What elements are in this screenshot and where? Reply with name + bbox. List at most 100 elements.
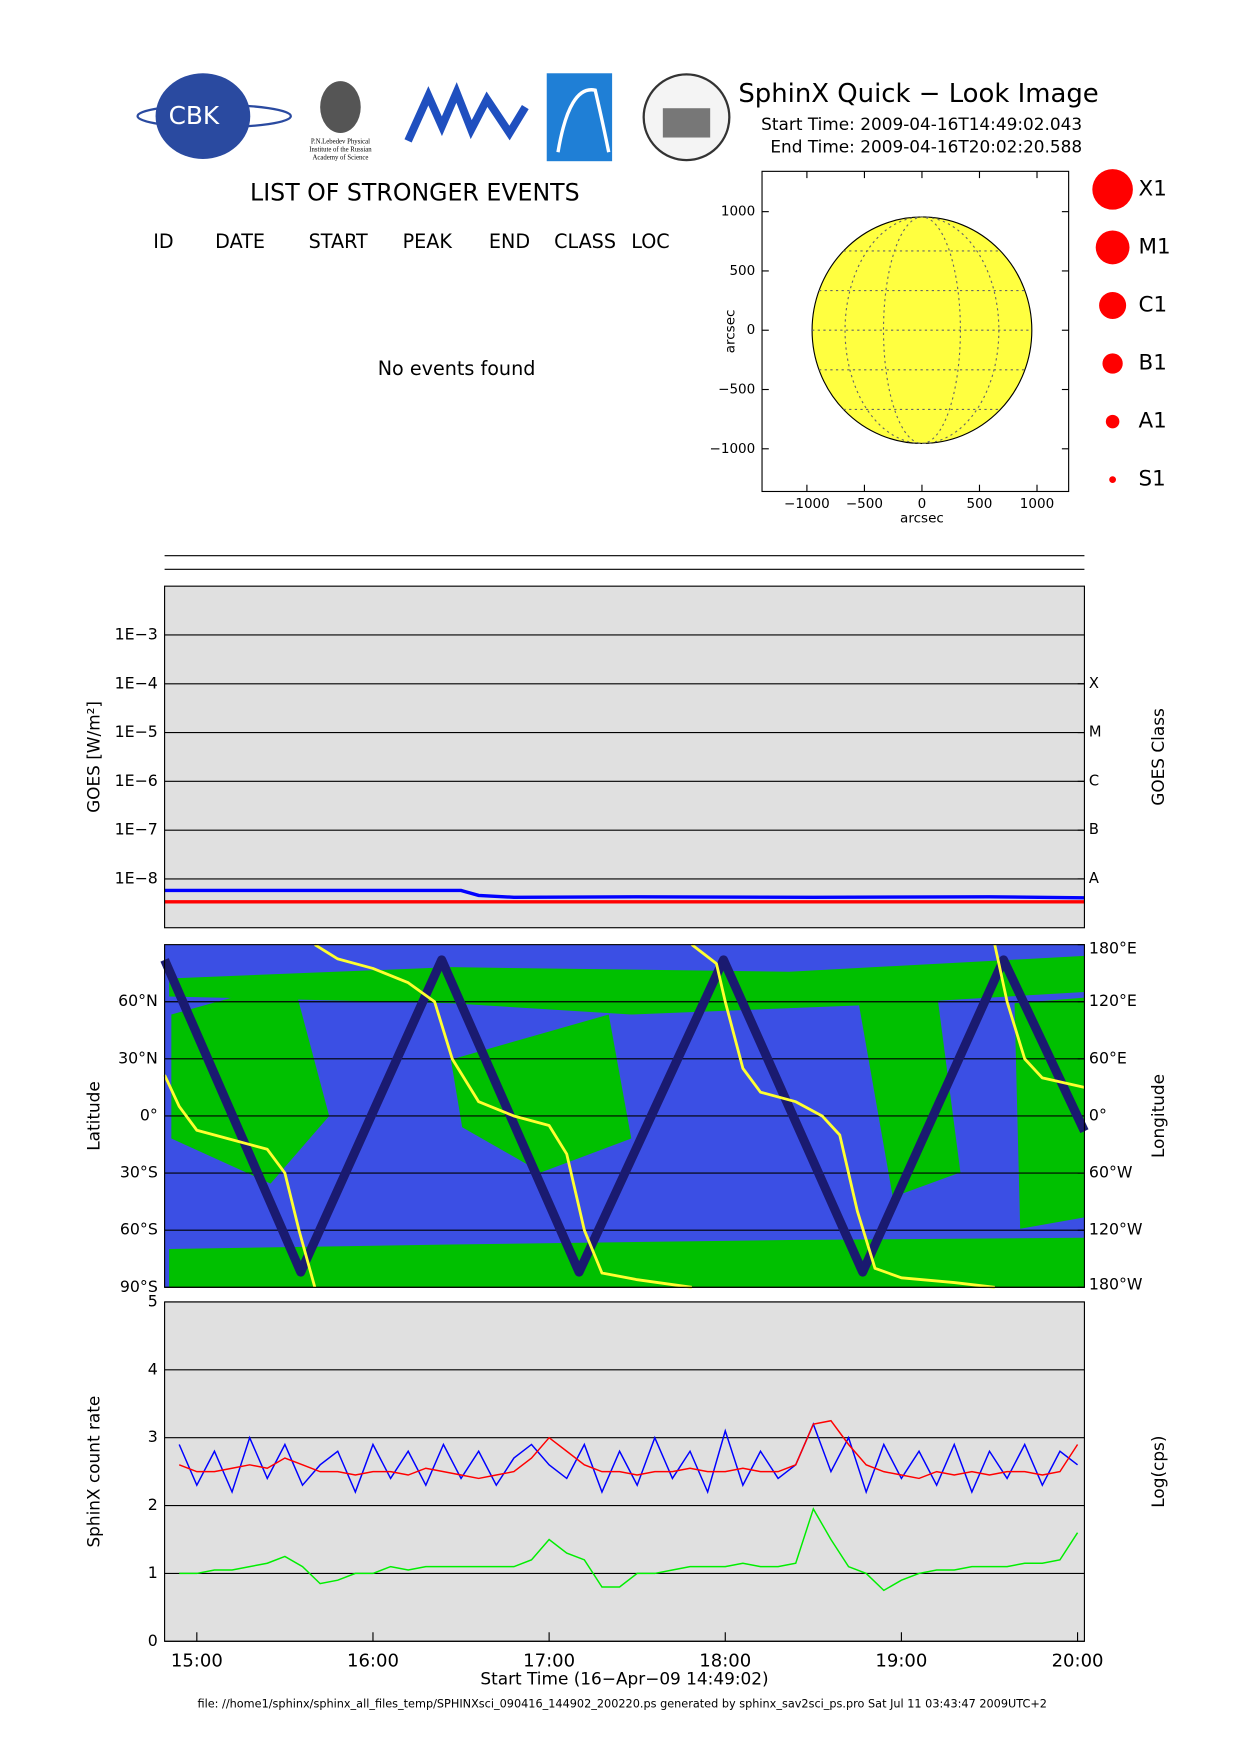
series-line [179,1507,1079,1592]
x-tick-label: 16:00 [347,1651,399,1672]
events-columns: ID DATE START PEAK END CLASS LOC [153,230,669,253]
y-tick-label: 1E−6 [115,771,158,790]
y2-axis-label: GOES Class [1148,708,1168,806]
class-marker [1105,414,1120,429]
x-tick-label: 19:00 [875,1651,927,1672]
y-tick-label: 0 [148,1631,158,1650]
logo-seal-building [662,108,711,138]
events-column: CLASS [554,230,616,253]
x-tick-label: 500 [967,496,993,512]
x-tick-label: 0 [918,496,927,512]
logo-lebedev-portrait [320,81,361,134]
x-tick-label: −500 [846,496,883,512]
y2-tick-label: 180°W [1089,1275,1143,1294]
y2-tick-label: M [1089,724,1102,741]
logo-blue-arc [556,88,611,153]
class-marker [1099,291,1127,320]
green-region [1014,997,1085,1229]
x-tick-label: 15:00 [171,1651,223,1672]
y-tick-label: 1E−5 [115,722,158,741]
y-tick-label: 1E−8 [115,868,158,887]
logo-cbk-text: CBK [169,101,220,130]
y-tick-label: 30°S [120,1163,158,1182]
events-message: No events found [378,357,536,380]
x-tick-label: 20:00 [1052,1651,1104,1672]
plot-frame [164,1301,1085,1642]
y-tick-label: 1E−4 [115,673,158,692]
y2-axis-label: Longitude [1148,1074,1168,1158]
events-column: END [489,230,530,253]
longitude-line [163,943,1085,1289]
logo-cbk-ring [136,103,292,129]
y2-tick-label: X [1089,675,1099,692]
y-tick-label: 3 [148,1427,158,1446]
y-tick-label: 60°N [118,991,158,1010]
logo-lebedev-text: P.N.Lebedev Physical [311,139,370,146]
class-label: M1 [1139,234,1171,259]
class-marker [1102,353,1123,374]
x-tick-label: 18:00 [699,1651,751,1672]
y-axis-label: SphinX count rate [84,1396,104,1548]
plot-frame [164,585,1085,929]
class-label: C1 [1139,292,1168,317]
plot-frame [761,170,1070,493]
y-tick-label: 30°N [118,1048,158,1067]
class-marker [1095,230,1130,265]
end-time: End Time: 2009-04-16T20:02:20.588 [770,137,1082,157]
events-column: DATE [215,230,265,253]
footer: file: //home1/sphinx/sphinx_all_files_te… [198,1697,1047,1710]
y-tick-label: 0° [140,1105,158,1124]
x-tick-label: 1000 [1020,496,1054,512]
latitude-track [160,955,1089,1277]
logo-cbk [155,73,251,159]
plot-background [164,1301,1085,1642]
y2-tick-label: 60°W [1089,1163,1133,1182]
y-axis-label: arcsec [722,310,738,354]
y-tick-label: 1E−7 [115,820,158,839]
y2-tick-label: 180°E [1089,939,1137,958]
logo-lebedev-text: Academy of Science [313,154,369,161]
y-tick-label: 1000 [721,204,755,220]
y-tick-label: 500 [729,263,755,279]
events-column: ID [153,230,173,253]
x-tick-label: −1000 [784,496,830,512]
x-axis-label: arcsec [900,511,944,527]
x-tick-label: 17:00 [523,1651,575,1672]
green-region [856,982,961,1198]
y-tick-label: −500 [718,382,755,398]
y-tick-label: 2 [148,1495,158,1514]
y2-axis-label: Log(cps) [1148,1436,1168,1508]
y2-tick-label: 60°E [1089,1048,1127,1067]
y-tick-label: 5 [148,1291,158,1310]
logo-izmiran [404,82,529,143]
green-region [450,1014,632,1173]
class-label: B1 [1139,351,1167,376]
plot-frame [164,944,1085,1288]
class-marker [1109,476,1116,484]
logos: CBK P.N.Lebedev Physical Institute of th… [136,73,731,161]
y-tick-label: 60°S [120,1220,158,1239]
y-axis-label: Latitude [84,1081,104,1151]
y-axis-label: GOES [W/m²] [84,701,104,813]
y-tick-label: 1 [148,1563,158,1582]
y2-tick-label: 0° [1089,1105,1107,1124]
series-line [178,1419,1079,1480]
series-line [178,1422,1079,1495]
x-axis-label: Start Time (16−Apr−09 14:49:02) [480,1669,768,1689]
y-tick-label: 4 [148,1359,158,1378]
green-region [169,955,1085,1015]
class-label: X1 [1139,176,1167,201]
start-time: Start Time: 2009-04-16T14:49:02.043 [761,114,1082,134]
class-label: S1 [1139,467,1166,492]
events-column: PEAK [403,230,453,253]
series-line [164,888,1085,900]
plot-background [164,586,1085,928]
y2-tick-label: A [1089,870,1099,887]
y2-tick-label: 120°E [1089,991,1137,1010]
y-tick-label: 1E−3 [115,624,158,643]
events-column: START [309,230,368,253]
y-tick-label: 90°S [120,1277,158,1296]
header-title: SphinX Quick − Look Image [738,79,1098,109]
